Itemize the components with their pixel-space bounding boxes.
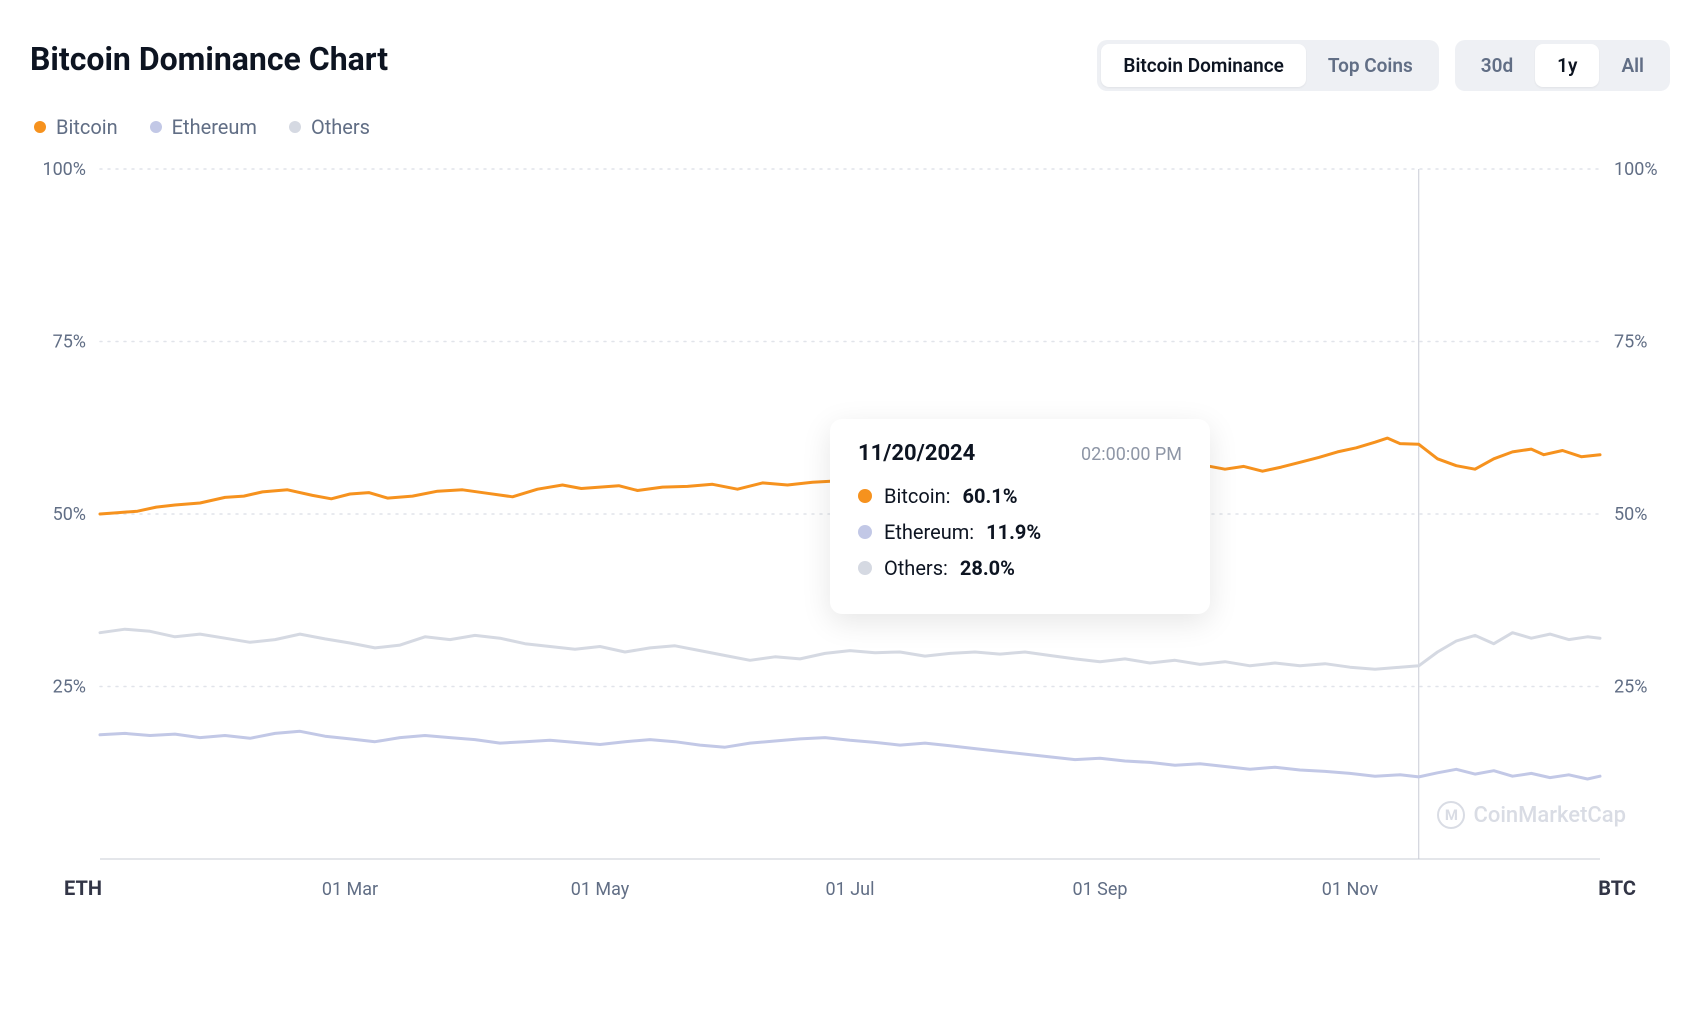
svg-text:01 Nov: 01 Nov [1322,879,1379,900]
svg-text:ETH: ETH [64,876,102,900]
tooltip-time: 02:00:00 PM [1081,444,1182,465]
svg-text:01 Mar: 01 Mar [322,879,378,900]
legend-dot-icon [150,121,162,133]
tooltip-date: 11/20/2024 [858,441,975,466]
svg-text:BTC: BTC [1598,876,1636,900]
legend-item-bitcoin[interactable]: Bitcoin [34,115,118,139]
tooltip-series-value: 11.9% [986,520,1041,544]
svg-text:75%: 75% [53,332,86,353]
legend-item-others[interactable]: Others [289,115,370,139]
page-title: Bitcoin Dominance Chart [30,40,388,78]
svg-text:100%: 100% [42,159,86,180]
svg-text:01 May: 01 May [571,879,630,900]
range-tabs: 30d1yAll [1455,40,1670,91]
legend: Bitcoin Ethereum Others [30,115,1670,139]
range-tab-30d[interactable]: 30d [1459,44,1535,87]
legend-dot-icon [34,121,46,133]
tooltip-row-bitcoin: Bitcoin: 60.1% [858,484,1182,508]
legend-label: Ethereum [172,115,257,139]
svg-text:75%: 75% [1614,332,1647,353]
tooltip-row-ethereum: Ethereum: 11.9% [858,520,1182,544]
svg-text:25%: 25% [53,677,86,698]
svg-text:01 Sep: 01 Sep [1072,879,1127,900]
chart-tooltip: 11/20/2024 02:00:00 PM Bitcoin: 60.1% Et… [830,419,1210,614]
range-tab-all[interactable]: All [1599,44,1666,87]
tooltip-series-name: Others: [884,556,948,580]
range-tab-1y[interactable]: 1y [1535,44,1599,87]
svg-text:25%: 25% [1614,677,1647,698]
tooltip-dot-icon [858,561,872,575]
chart-controls: Bitcoin DominanceTop Coins 30d1yAll [1097,40,1670,91]
watermark-text: CoinMarketCap [1473,803,1626,828]
svg-text:50%: 50% [1614,504,1647,525]
tooltip-row-others: Others: 28.0% [858,556,1182,580]
view-tab-bitcoin-dominance[interactable]: Bitcoin Dominance [1101,44,1305,87]
tooltip-series-value: 28.0% [960,556,1015,580]
watermark-logo-icon: M [1437,801,1465,829]
legend-label: Bitcoin [56,115,118,139]
view-tabs: Bitcoin DominanceTop Coins [1097,40,1438,91]
svg-text:50%: 50% [53,504,86,525]
view-tab-top-coins[interactable]: Top Coins [1306,44,1435,87]
chart-area[interactable]: 25% 25% 50% 50% 75% 75% 100% 100% 01 Mar 01 May 01… [30,159,1670,939]
tooltip-series-value: 60.1% [963,484,1018,508]
legend-dot-icon [289,121,301,133]
svg-text:100%: 100% [1614,159,1658,180]
tooltip-dot-icon [858,489,872,503]
tooltip-series-name: Ethereum: [884,520,974,544]
svg-text:01 Jul: 01 Jul [826,879,875,900]
watermark: M CoinMarketCap [1437,801,1626,829]
legend-label: Others [311,115,370,139]
tooltip-dot-icon [858,525,872,539]
tooltip-series-name: Bitcoin: [884,484,951,508]
legend-item-ethereum[interactable]: Ethereum [150,115,257,139]
